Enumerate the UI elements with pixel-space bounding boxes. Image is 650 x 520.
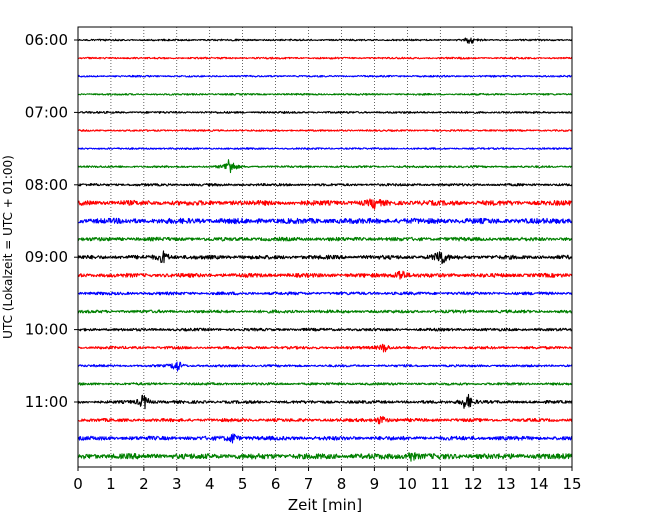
x-tick-label: 10 xyxy=(398,475,417,493)
x-axis: 0 1 2 3 4 5 6 7 8 9 10 11 12 13 14 15 xyxy=(73,467,582,493)
trace-0815 xyxy=(77,198,573,210)
trace-0945 xyxy=(77,309,573,314)
trace-0915 xyxy=(77,270,573,280)
x-tick-label: 15 xyxy=(562,475,581,493)
y-tick-label: 09:00 xyxy=(25,248,68,266)
x-tick-label: 11 xyxy=(431,475,450,493)
trace-0600 xyxy=(77,37,573,45)
plot-frame xyxy=(77,26,573,468)
y-tick-label: 10:00 xyxy=(25,321,68,339)
x-tick-label: 8 xyxy=(337,475,347,493)
x-tick-label: 5 xyxy=(238,475,248,493)
trace-0745 xyxy=(77,159,573,174)
trace-0845 xyxy=(77,236,573,242)
trace-layer xyxy=(77,37,573,462)
x-tick-label: 1 xyxy=(106,475,116,493)
x-tick-label: 13 xyxy=(497,475,516,493)
trace-0930 xyxy=(77,291,573,296)
y-tick-label: 08:00 xyxy=(25,176,68,194)
x-tick-label: 2 xyxy=(139,475,149,493)
x-tick-label: 12 xyxy=(464,475,483,493)
trace-0615 xyxy=(77,56,573,60)
trace-0645 xyxy=(77,92,573,96)
trace-1130 xyxy=(77,433,573,444)
y-tick-label: 07:00 xyxy=(25,103,68,121)
x-tick-label: 7 xyxy=(304,475,314,493)
trace-1045 xyxy=(77,382,573,386)
trace-1145 xyxy=(77,452,573,462)
x-tick-label: 6 xyxy=(271,475,281,493)
y-tick-label: 11:00 xyxy=(25,393,68,411)
trace-0830 xyxy=(77,217,573,225)
trace-1015 xyxy=(77,343,573,353)
grid-layer xyxy=(110,27,540,467)
trace-1030 xyxy=(77,361,573,372)
trace-0715 xyxy=(77,129,573,132)
x-tick-label: 9 xyxy=(370,475,380,493)
trace-1115 xyxy=(77,415,573,425)
y-axis-label: UTC (Lokalzeit = UTC + 01:00) xyxy=(1,155,15,339)
x-axis-label: Zeit [min] xyxy=(288,496,362,514)
trace-0730 xyxy=(77,147,573,151)
trace-0700 xyxy=(77,110,573,114)
trace-0630 xyxy=(77,74,573,78)
x-tick-label: 0 xyxy=(73,475,83,493)
trace-0800 xyxy=(77,183,573,187)
y-tick-label: 06:00 xyxy=(25,31,68,49)
trace-1000 xyxy=(77,327,573,332)
x-tick-label: 14 xyxy=(530,475,549,493)
trace-0900 xyxy=(77,250,573,265)
x-tick-label: 3 xyxy=(172,475,182,493)
y-axis: 06:00 07:00 08:00 09:00 10:00 11:00 xyxy=(25,31,78,411)
trace-1100 xyxy=(77,393,573,410)
x-tick-label: 4 xyxy=(205,475,215,493)
